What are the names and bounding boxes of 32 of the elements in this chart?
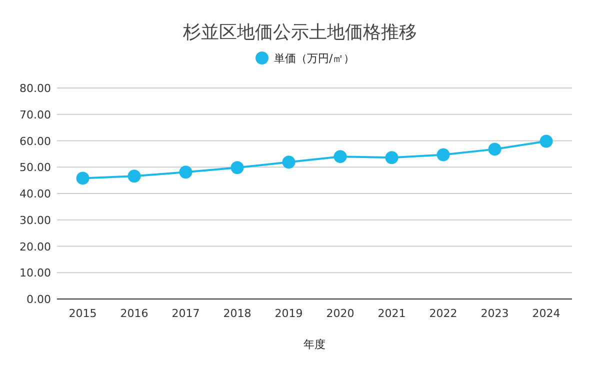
x-tick-label: 2016	[120, 307, 148, 320]
y-tick-label: 40.00	[20, 188, 51, 200]
y-tick-label: 50.00	[20, 161, 51, 174]
x-tick-label: 2017	[172, 307, 200, 320]
x-tick-label: 2018	[223, 307, 252, 320]
y-tick-label: 10.00	[20, 266, 51, 280]
chart-title: 杉並区地価公示土地価格推移	[182, 22, 417, 43]
point	[282, 156, 296, 169]
x-axis-title: 年度	[304, 338, 326, 351]
x-tick-label: 2019	[274, 307, 303, 320]
x-tick-label: 2023	[480, 307, 509, 320]
point	[436, 148, 450, 162]
y-tick-label: 30.00	[20, 214, 51, 227]
point	[540, 134, 553, 148]
legend-label: 単価（万円/㎡）	[274, 52, 355, 65]
x-tick-label: 2024	[532, 307, 560, 320]
x-tick-label: 2015	[68, 307, 97, 320]
point	[230, 161, 244, 174]
point	[179, 166, 192, 179]
y-tick-label: 80.00	[20, 82, 51, 95]
point	[334, 150, 347, 164]
point	[76, 172, 90, 185]
y-tick-label: 0.00	[26, 293, 51, 306]
y-tick-label: 70.00	[20, 108, 51, 122]
x-tick-label: 2021	[378, 307, 406, 320]
x-tick-label: 2020	[326, 307, 354, 320]
y-tick-label: 60.00	[20, 134, 51, 148]
point	[128, 170, 141, 183]
y-tick-label: 20.00	[20, 240, 51, 254]
point	[385, 151, 398, 164]
point	[488, 142, 502, 156]
x-tick-label: 2022	[429, 307, 458, 320]
